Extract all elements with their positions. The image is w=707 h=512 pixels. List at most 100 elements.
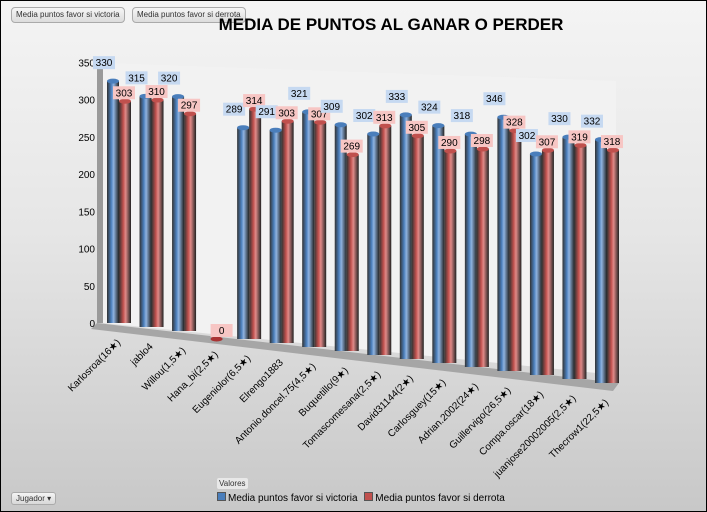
bar-victoria	[269, 130, 282, 343]
data-label: 318	[604, 137, 621, 148]
chart-title: MEDIA DE PUNTOS AL GANAR O PERDER	[218, 15, 564, 34]
data-label-bg	[223, 102, 246, 116]
bar-victoria	[595, 139, 607, 383]
bar-derrota	[476, 148, 489, 367]
floor	[91, 323, 619, 391]
data-label-bg	[158, 71, 181, 85]
data-label-bg	[515, 129, 538, 143]
data-label-bg	[255, 105, 278, 119]
data-label-bg	[438, 135, 461, 149]
bar-cap	[476, 146, 489, 152]
data-label-bg	[210, 324, 233, 337]
bar-derrota	[509, 130, 522, 371]
jugador-field-button[interactable]: Jugador ▾	[11, 492, 57, 505]
bar-derrota	[281, 121, 294, 343]
data-label-bg	[93, 56, 115, 70]
data-label-bg	[601, 135, 623, 149]
y-tick-label: 150	[78, 207, 95, 218]
data-label: 303	[278, 108, 295, 119]
x-tick-label: jablo4	[128, 341, 156, 369]
filter-button-derrota[interactable]: Media puntos favor si derrota	[132, 7, 246, 23]
data-label: 305	[408, 123, 425, 134]
bar-cap	[399, 112, 412, 118]
bar-cap	[607, 147, 619, 153]
data-label-bg	[548, 112, 571, 126]
bar-cap	[334, 122, 347, 128]
x-tick-label: Compa.oscar(18★)	[477, 389, 546, 458]
bar-derrota	[184, 113, 197, 331]
bar-cap	[379, 123, 392, 129]
bar-cap	[411, 133, 424, 139]
data-label: 298	[474, 136, 491, 147]
data-label: 269	[343, 142, 360, 153]
bar-cap	[269, 127, 282, 133]
data-label-bg	[418, 100, 441, 114]
y-tick-label: 350	[78, 58, 95, 69]
bar-zero	[210, 336, 223, 342]
bar-cap	[314, 119, 327, 125]
bar-derrota	[249, 109, 262, 339]
data-label: 318	[454, 111, 471, 122]
data-label: 320	[161, 74, 178, 85]
data-label-bg	[483, 92, 506, 106]
bar-derrota	[314, 122, 327, 347]
data-label-bg	[243, 94, 266, 108]
data-label: 291	[258, 107, 275, 118]
bar-cap	[281, 118, 294, 124]
y-tick-label: 200	[78, 170, 95, 181]
legend: Media puntos favor si victoria Media pun…	[217, 492, 505, 504]
legend-label-victoria: Media puntos favor si victoria	[228, 493, 358, 504]
data-label: 333	[388, 92, 405, 103]
data-label-bg	[385, 89, 408, 103]
bar-derrota	[119, 101, 131, 323]
data-label-bg	[340, 139, 363, 153]
data-label-bg	[178, 98, 201, 112]
data-label-bg	[113, 86, 135, 100]
bar-cap	[367, 131, 380, 137]
data-label-bg	[373, 110, 396, 124]
bar-cap	[346, 152, 359, 158]
bar-cap	[432, 123, 445, 129]
data-label-bg	[535, 135, 558, 149]
bar-derrota	[151, 100, 164, 327]
y-tick-label: 50	[84, 282, 96, 293]
data-label: 315	[128, 73, 145, 84]
data-label: 314	[246, 96, 263, 107]
x-tick-label: Karlosroa(16★)	[66, 337, 123, 394]
bar-victoria	[432, 125, 445, 364]
bar-victoria	[529, 154, 542, 375]
data-label-bg	[353, 109, 376, 123]
bar-derrota	[346, 154, 359, 351]
bar-victoria	[399, 114, 412, 359]
x-tick-label: Guillervigo(26,5★)	[448, 385, 514, 451]
bar-cap	[184, 111, 197, 117]
data-label: 302	[519, 131, 536, 142]
data-label: 310	[148, 87, 165, 98]
bar-cap	[237, 125, 250, 131]
data-label: 324	[421, 103, 438, 114]
y-tick-label: 100	[78, 245, 95, 256]
data-label: 297	[181, 101, 198, 112]
data-label-bg	[275, 106, 298, 120]
values-field-button[interactable]: Valores	[217, 478, 248, 489]
data-label-bg	[581, 114, 603, 128]
data-label: 346	[486, 94, 503, 105]
bar-victoria	[237, 127, 250, 339]
bar-derrota	[607, 150, 619, 383]
data-label: 303	[116, 88, 133, 99]
data-label-bg	[320, 99, 343, 113]
data-label: 319	[571, 132, 588, 143]
bar-victoria	[562, 137, 575, 379]
data-label: 328	[506, 118, 523, 129]
bar-cap	[529, 151, 542, 157]
filter-button-victoria[interactable]: Media puntos favor si victoria	[11, 7, 125, 23]
data-label: 307	[311, 109, 328, 120]
data-label: 302	[356, 111, 373, 122]
bar-victoria	[464, 134, 477, 367]
bar-victoria	[334, 124, 347, 351]
data-label: 307	[539, 137, 556, 148]
bar-cap	[119, 98, 131, 104]
data-label-bg	[470, 133, 493, 147]
